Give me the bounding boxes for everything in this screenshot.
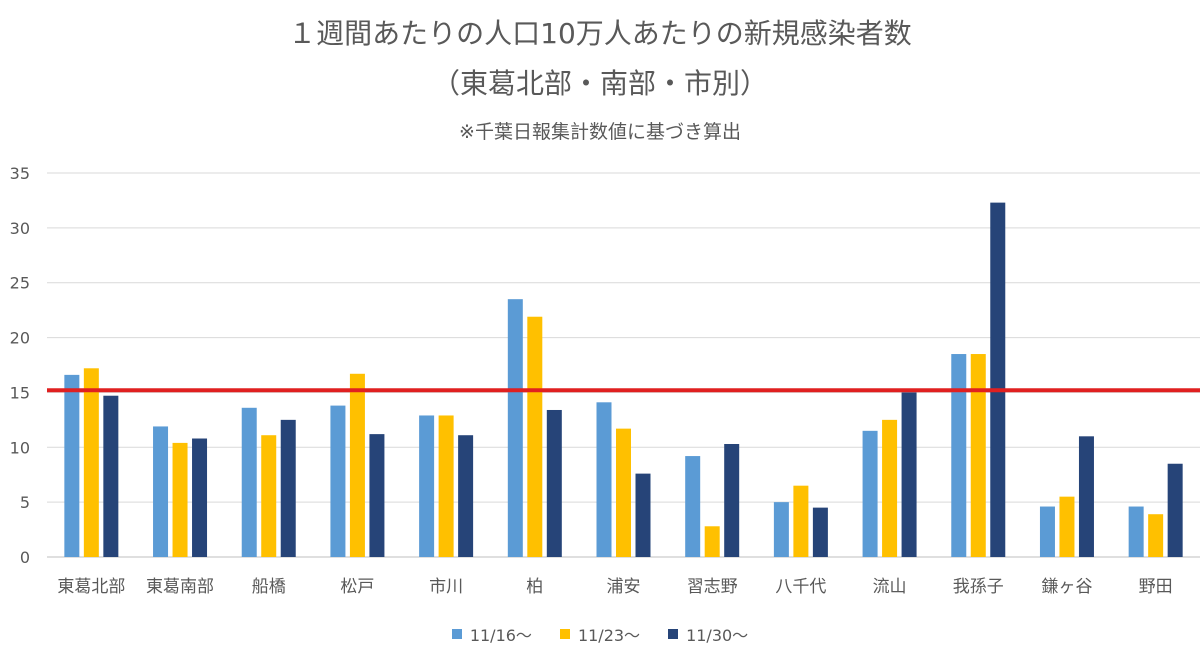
bar (172, 442, 188, 557)
bar (1167, 463, 1183, 557)
x-tick-label: 東葛南部 (146, 577, 214, 597)
bar (1128, 506, 1144, 557)
bar (83, 368, 99, 557)
x-tick-label: 浦安 (607, 577, 641, 597)
bar (349, 373, 365, 557)
bar (546, 409, 562, 557)
bar (241, 407, 257, 557)
bar (507, 299, 523, 557)
x-tick-label: 東葛北部 (57, 577, 125, 597)
x-tick-label: 松戸 (340, 577, 374, 597)
x-tick-label: 市川 (429, 577, 463, 597)
bar (153, 426, 169, 557)
x-tick-label: 我孫子 (953, 577, 1004, 597)
bar (951, 354, 967, 557)
legend-swatch-series-3 (668, 629, 679, 639)
bar (635, 473, 651, 557)
x-tick-label: 野田 (1139, 577, 1173, 597)
y-tick-label: 30 (10, 219, 30, 238)
bar (596, 402, 612, 557)
legend-item-series-2: 11/23～ (559, 622, 641, 646)
y-tick-label: 20 (10, 329, 30, 348)
bar (419, 415, 435, 557)
bar (990, 202, 1006, 557)
bar (527, 316, 543, 557)
bar (1148, 514, 1164, 557)
y-tick-label: 10 (10, 438, 30, 457)
bar (616, 428, 631, 557)
bar (103, 395, 119, 557)
bar (64, 374, 80, 557)
bar (192, 438, 208, 557)
bar (862, 430, 878, 557)
y-tick-label: 0 (20, 548, 30, 567)
bar (1059, 496, 1075, 557)
legend-item-series-3: 11/30～ (668, 622, 748, 646)
y-tick-label: 15 (10, 383, 30, 402)
bar (773, 502, 789, 557)
x-tick-label: 鎌ヶ谷 (1041, 577, 1092, 597)
bar (280, 419, 296, 557)
y-tick-label: 25 (10, 274, 30, 293)
y-tick-label: 35 (10, 164, 30, 183)
bar (1039, 506, 1055, 557)
legend-swatch-series-1 (451, 629, 462, 639)
x-tick-label: 柏 (526, 577, 543, 597)
chart-title: １週間あたりの人口10万人あたりの新規感染者数 (288, 17, 912, 50)
y-tick-label: 5 (20, 493, 30, 512)
legend-label-series-3: 11/30～ (686, 626, 749, 645)
x-tick-label: 八千代 (775, 577, 826, 597)
bar (901, 392, 917, 557)
x-tick-label: 船橋 (252, 577, 286, 597)
bar (438, 415, 454, 557)
chart-subtitle: （東葛北部・南部・市別） (431, 67, 768, 100)
bar (970, 354, 986, 557)
bar (369, 434, 385, 557)
legend-swatch-series-2 (559, 629, 570, 639)
bar (812, 507, 828, 557)
chart-note: ※千葉日報集計数値に基づき算出 (459, 121, 741, 143)
legend-label-series-2: 11/23～ (577, 626, 641, 645)
chart-legend: 11/16～ 11/23～ 11/30～ (0, 622, 1200, 646)
x-tick-label: 習志野 (687, 577, 738, 597)
bar (704, 526, 720, 557)
bar (685, 456, 701, 557)
bar (330, 405, 346, 557)
bar (261, 435, 277, 557)
bar (724, 443, 740, 557)
legend-label-series-1: 11/16～ (469, 626, 532, 645)
bar (882, 419, 898, 557)
legend-item-series-1: 11/16～ (451, 622, 532, 646)
bar (793, 485, 809, 557)
bar (1078, 436, 1094, 557)
bar (458, 435, 474, 557)
x-tick-label: 流山 (873, 577, 907, 597)
